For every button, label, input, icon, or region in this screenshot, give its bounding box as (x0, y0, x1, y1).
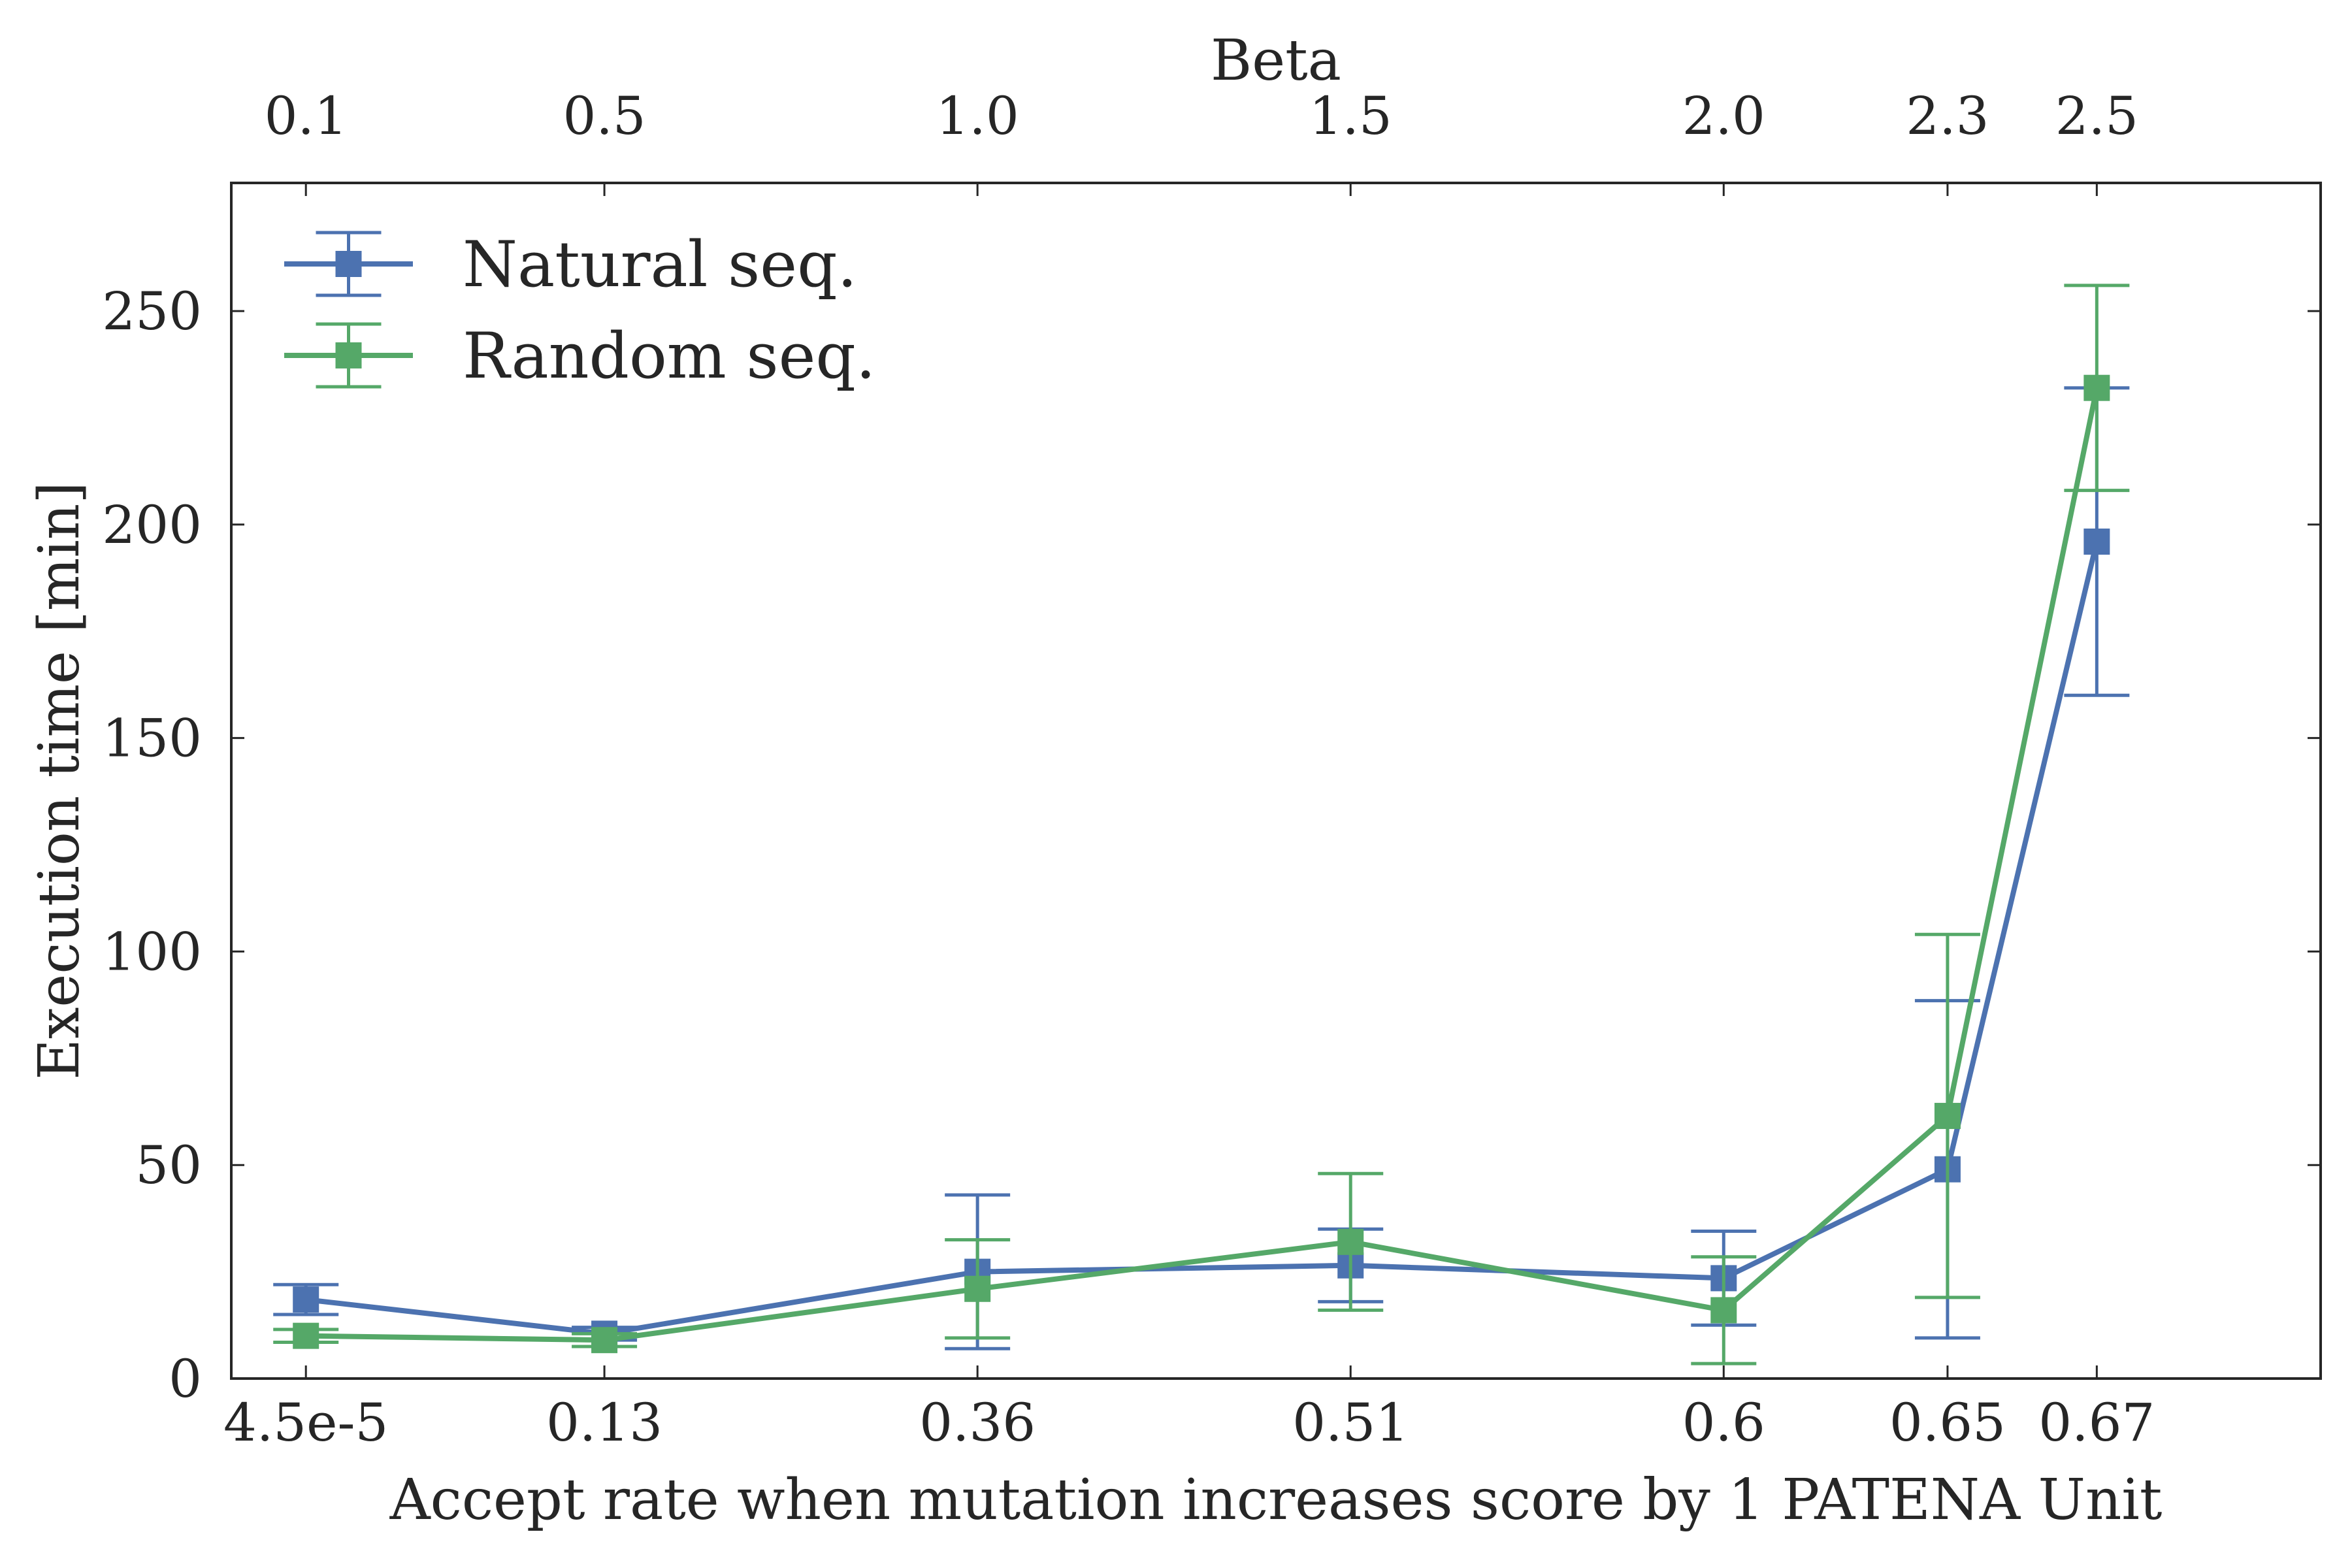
x2-tick-label: 2.5 (2055, 86, 2138, 146)
data-point-marker (293, 1286, 319, 1313)
data-point-marker (1710, 1297, 1737, 1324)
x-axis-title: Accept rate when mutation increases scor… (389, 1467, 2163, 1533)
x2-tick-label: 1.5 (1309, 86, 1392, 146)
legend-label: Random seq. (463, 319, 875, 393)
y-tick-label: 50 (135, 1135, 202, 1196)
legend-marker (335, 251, 362, 277)
x-tick-label: 0.65 (1889, 1392, 2006, 1453)
data-point-marker (591, 1327, 618, 1354)
data-point-marker (2083, 374, 2110, 401)
data-point-marker (2083, 529, 2110, 555)
y-tick-label: 100 (102, 921, 202, 982)
data-point-marker (964, 1275, 991, 1302)
y-tick-label: 150 (102, 708, 202, 769)
series-layer (273, 284, 2130, 1365)
x-tick-label: 0.13 (546, 1392, 662, 1453)
top-axis-title: Beta (1211, 28, 1341, 93)
x2-tick-label: 2.3 (1906, 86, 1989, 146)
x-tick-label: 0.51 (1292, 1392, 1409, 1453)
x-tick-label: 4.5e-5 (223, 1392, 389, 1453)
series-natural (273, 386, 2130, 1350)
x-tick-label: 0.67 (2038, 1392, 2155, 1453)
x-tick-label: 0.6 (1682, 1392, 1765, 1453)
x2-tick-label: 1.0 (936, 86, 1019, 146)
y-tick-label: 0 (169, 1348, 202, 1409)
axis-ticks (231, 183, 2321, 1380)
x2-tick-label: 0.1 (265, 86, 348, 146)
legend: Natural seq. Random seq. (284, 228, 875, 393)
y-tick-label: 200 (102, 495, 202, 555)
data-point-marker (293, 1322, 319, 1349)
tick-labels: 4.5e-5 0.1 0.13 0.5 0.36 1.0 0.51 1.5 0.6 2.0 0.65… (102, 86, 2155, 1453)
x2-tick-label: 0.5 (563, 86, 645, 146)
legend-label: Natural seq. (463, 228, 857, 301)
data-point-marker (1337, 1228, 1364, 1255)
series-random (273, 284, 2130, 1365)
y-tick-label: 250 (102, 281, 202, 342)
series-line (306, 387, 2100, 1343)
y-axis-title: Execution time [min] (27, 482, 92, 1080)
data-point-marker (1934, 1103, 1961, 1130)
legend-marker (335, 342, 362, 368)
plot-frame (230, 182, 2322, 1380)
legend-item-natural: Natural seq. (284, 228, 857, 301)
x-tick-label: 0.36 (919, 1392, 1036, 1453)
x2-tick-label: 2.0 (1682, 86, 1765, 146)
legend-item-random: Random seq. (284, 319, 875, 393)
series-line (305, 541, 2100, 1337)
